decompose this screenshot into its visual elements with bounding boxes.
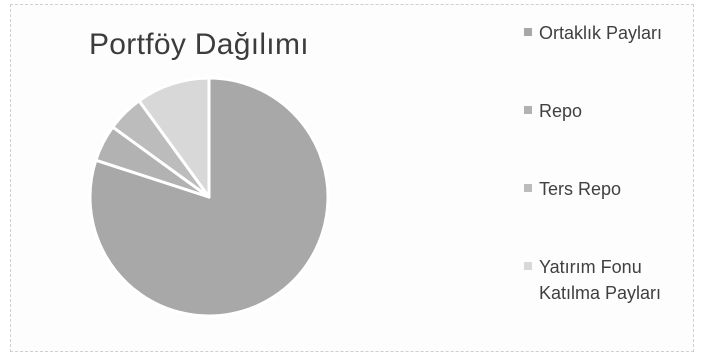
legend-swatch-ortaklik-paylari [524, 28, 532, 36]
legend-item-ortaklik-paylari: Ortaklık Payları [524, 20, 694, 46]
pie-slices [88, 76, 330, 318]
pie-slice-yatirim-fonu-katilma-paylari [137, 76, 211, 199]
legend-swatch-ters-repo [524, 184, 532, 192]
legend-label-repo: Repo [539, 101, 583, 121]
legend-item-ters-repo: Ters Repo [524, 176, 694, 202]
pie-slice-ortaklik-paylari [88, 76, 330, 318]
legend-label-yatirim-fonu-katilma-paylari: Yatırım Fonu Katılma Payları [539, 257, 662, 303]
legend-item-yatirim-fonu-katilma-paylari: Yatırım Fonu Katılma Payları [524, 254, 694, 306]
chart-title: Portföy Dağılımı [89, 28, 309, 61]
legend-item-repo: Repo [524, 98, 694, 124]
legend-swatch-yatirim-fonu-katilma-paylari [524, 262, 532, 270]
legend-label-ters-repo: Ters Repo [539, 179, 622, 199]
legend-label-ortaklik-paylari: Ortaklık Payları [539, 23, 663, 43]
legend-swatch-repo [524, 106, 532, 114]
chart-legend: Ortaklık Payları Repo Ters Repo Yatırım … [524, 20, 694, 345]
